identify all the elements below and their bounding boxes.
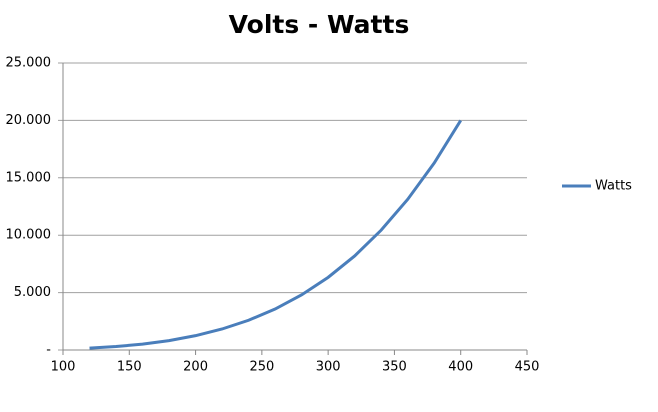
y-tick-label: 5.000 — [14, 285, 51, 300]
y-tick-label: 25.000 — [6, 56, 52, 71]
x-tick-label: 350 — [382, 360, 407, 375]
y-tick-label: 15.000 — [6, 170, 52, 185]
x-tick-label: 150 — [117, 360, 142, 375]
chart-title: Volts - Watts — [229, 10, 410, 39]
x-tick-label: 300 — [316, 360, 341, 375]
legend-label: Watts — [595, 179, 632, 194]
y-tick-label: 20.000 — [6, 113, 52, 128]
y-tick-label: - — [46, 343, 51, 358]
x-tick-label: 200 — [183, 360, 208, 375]
x-tick-label: 250 — [249, 360, 274, 375]
x-tick-label: 100 — [51, 360, 76, 375]
x-tick-label: 400 — [448, 360, 473, 375]
y-tick-label: 10.000 — [6, 228, 52, 243]
x-tick-label: 450 — [515, 360, 540, 375]
line-series — [89, 119, 462, 350]
